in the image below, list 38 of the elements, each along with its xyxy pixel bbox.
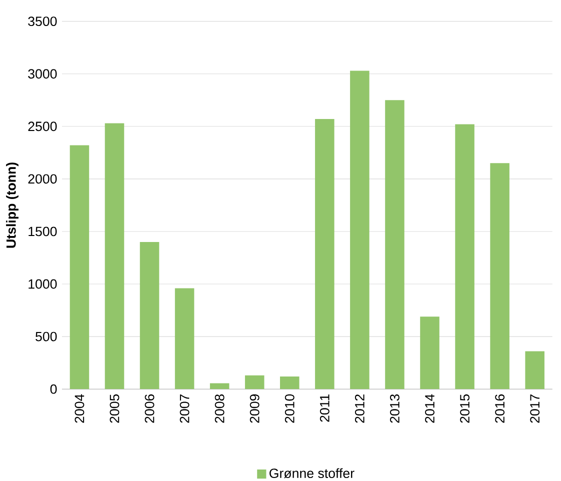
- x-tick-label: 2009: [250, 394, 260, 423]
- bar: [104, 123, 124, 390]
- x-tick-label: 2008: [214, 394, 224, 423]
- y-tick-label: 0: [50, 384, 57, 394]
- x-tick-label: 2014: [425, 394, 434, 423]
- bar: [490, 163, 510, 390]
- y-tick-label: 500: [36, 332, 57, 342]
- bar: [315, 119, 334, 390]
- x-tick-label: 2013: [390, 394, 400, 423]
- bar: [280, 376, 300, 390]
- x-tick-label: 2005: [110, 394, 120, 423]
- y-tick-label: 1000: [28, 279, 57, 289]
- x-tick-label: 2011: [320, 394, 330, 422]
- bar: [525, 351, 544, 390]
- bar: [174, 288, 194, 390]
- bar: [420, 316, 440, 390]
- y-tick-label: 1500: [28, 226, 57, 236]
- x-tick-label: 2006: [144, 394, 154, 423]
- bar: [210, 383, 230, 390]
- bar: [244, 375, 264, 390]
- y-tick-label: 3000: [28, 69, 57, 79]
- y-tick-label: 3500: [28, 16, 57, 26]
- bar: [350, 70, 370, 390]
- x-tick-label: 2010: [284, 394, 294, 423]
- legend-label: Grønne stoffer: [270, 468, 354, 478]
- x-tick-label: 2017: [530, 394, 540, 423]
- bar: [455, 124, 474, 390]
- bar: [385, 100, 404, 390]
- bar: [70, 145, 90, 390]
- x-tick-label: 2007: [180, 394, 190, 423]
- x-tick-label: 2015: [460, 394, 470, 423]
- x-tick-label: 2016: [495, 394, 505, 423]
- y-tick-label: 2000: [28, 174, 57, 184]
- y-axis-title: Utslipp (tonn): [6, 162, 18, 248]
- bar: [140, 242, 160, 390]
- x-tick-label: 2012: [354, 394, 364, 423]
- y-tick-label: 2500: [28, 122, 57, 132]
- x-tick-label: 2004: [74, 394, 84, 423]
